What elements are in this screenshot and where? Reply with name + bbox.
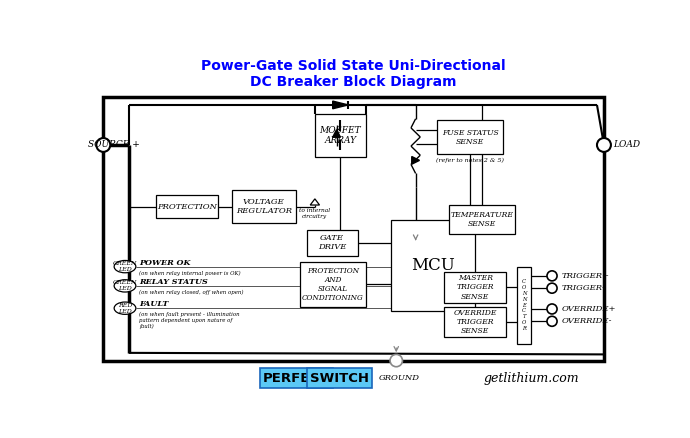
Text: GATE
DRIVE: GATE DRIVE: [318, 234, 346, 251]
FancyBboxPatch shape: [437, 120, 503, 154]
Text: GREEN
LED: GREEN LED: [112, 280, 137, 291]
FancyBboxPatch shape: [104, 97, 604, 360]
Polygon shape: [333, 101, 348, 109]
FancyBboxPatch shape: [315, 114, 366, 156]
Text: RED
LED: RED LED: [118, 303, 132, 314]
Text: (refer to notes 2 & 5): (refer to notes 2 & 5): [436, 158, 504, 163]
Text: OVERRIDE
TRIGGER
SENSE: OVERRIDE TRIGGER SENSE: [453, 309, 497, 335]
Text: POWER OK: POWER OK: [139, 259, 190, 267]
Text: OVERRIDE+: OVERRIDE+: [562, 305, 616, 313]
Text: PERFECT: PERFECT: [263, 372, 329, 385]
Circle shape: [97, 138, 110, 152]
Text: Power-Gate Solid State Uni-Directional
DC Breaker Block Diagram: Power-Gate Solid State Uni-Directional D…: [201, 59, 506, 89]
FancyBboxPatch shape: [517, 267, 531, 344]
Text: PROTECTION
AND
SIGNAL
CONDITIONING: PROTECTION AND SIGNAL CONDITIONING: [302, 267, 364, 302]
Ellipse shape: [114, 280, 136, 292]
FancyBboxPatch shape: [444, 272, 506, 303]
Text: FAULT: FAULT: [139, 300, 168, 308]
Circle shape: [597, 138, 611, 152]
Text: MASTER
TRIGGER
SENSE: MASTER TRIGGER SENSE: [457, 274, 494, 300]
Circle shape: [547, 283, 557, 293]
FancyBboxPatch shape: [391, 220, 475, 311]
Circle shape: [547, 271, 557, 281]
Text: GROUND: GROUND: [380, 374, 420, 382]
Text: getlithium.com: getlithium.com: [484, 372, 580, 385]
Text: RELAY STATUS: RELAY STATUS: [139, 278, 208, 286]
Text: OVERRIDE-: OVERRIDE-: [562, 317, 612, 325]
Text: VOLTAGE
REGULATOR: VOLTAGE REGULATOR: [236, 198, 292, 215]
Circle shape: [547, 304, 557, 314]
Text: PROTECTION: PROTECTION: [157, 202, 217, 211]
Text: (on when relay internal power is OK): (on when relay internal power is OK): [139, 271, 241, 276]
Text: TEMPERATURE
SENSE: TEMPERATURE SENSE: [451, 211, 513, 228]
FancyBboxPatch shape: [444, 307, 506, 337]
Text: TRIGGER-: TRIGGER-: [562, 284, 605, 292]
Ellipse shape: [114, 261, 136, 273]
FancyBboxPatch shape: [300, 262, 366, 307]
Text: SOURCE +: SOURCE +: [88, 141, 139, 149]
Circle shape: [390, 354, 402, 367]
Text: TRIGGER+: TRIGGER+: [562, 272, 609, 280]
Text: GREEN
LED: GREEN LED: [112, 261, 137, 272]
Polygon shape: [310, 199, 319, 205]
Text: (on when relay closed, off when open): (on when relay closed, off when open): [139, 290, 244, 295]
FancyBboxPatch shape: [449, 205, 515, 234]
Ellipse shape: [114, 302, 136, 314]
Text: (on when fault present - illumination
pattern dependent upon nature of
fault): (on when fault present - illumination pa…: [139, 312, 239, 329]
FancyBboxPatch shape: [232, 190, 295, 223]
Text: MCU: MCU: [411, 258, 455, 274]
Text: to internal
circuitry: to internal circuitry: [299, 208, 331, 219]
FancyBboxPatch shape: [307, 230, 357, 256]
Polygon shape: [412, 156, 420, 164]
FancyBboxPatch shape: [156, 195, 218, 218]
Polygon shape: [333, 130, 340, 137]
Circle shape: [547, 316, 557, 326]
Text: FUSE STATUS
SENSE: FUSE STATUS SENSE: [442, 129, 499, 146]
Text: C
O
N
N
E
C
T
O
R: C O N N E C T O R: [522, 279, 526, 331]
Text: MOSFET
ARRAY: MOSFET ARRAY: [319, 126, 362, 145]
Text: LOAD: LOAD: [613, 141, 640, 149]
Text: SWITCH: SWITCH: [310, 372, 369, 385]
